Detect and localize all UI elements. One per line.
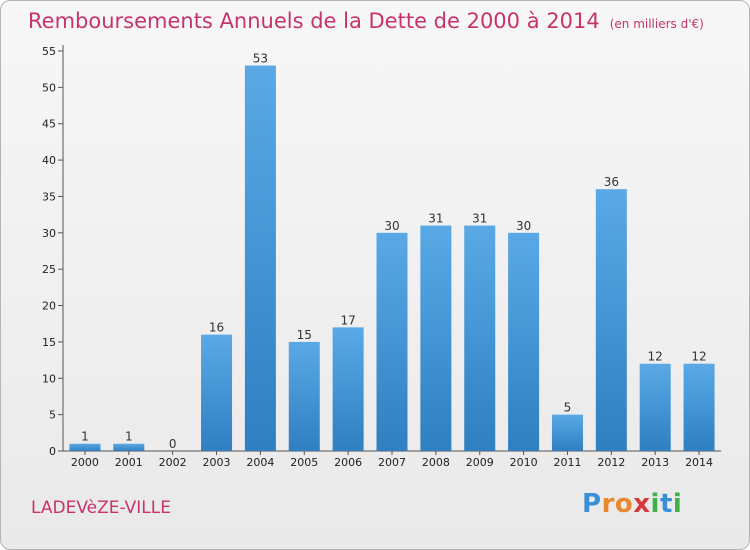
chart-title: Remboursements Annuels de la Dette de 20… bbox=[28, 9, 704, 33]
x-tick-label: 2008 bbox=[422, 456, 450, 469]
y-tick-label: 25 bbox=[42, 263, 56, 276]
y-tick-label: 55 bbox=[42, 45, 56, 58]
logo-letter: x bbox=[633, 489, 651, 519]
bar-2001 bbox=[113, 443, 145, 451]
value-labels: 1 1 0 16 53 15 17 30 31 31 30 5 36 12 12 bbox=[81, 52, 707, 451]
y-tick-label: 0 bbox=[49, 445, 56, 458]
value-label-2005: 15 bbox=[297, 328, 312, 342]
value-label-2001: 1 bbox=[125, 430, 133, 444]
value-label-2003: 16 bbox=[209, 321, 224, 335]
bar-2014 bbox=[683, 363, 715, 451]
bar-2000 bbox=[69, 443, 101, 451]
y-tick-label: 45 bbox=[42, 118, 56, 131]
x-tick-label: 2001 bbox=[115, 456, 143, 469]
proxiti-logo: Proxiti bbox=[582, 489, 682, 519]
bar-2005 bbox=[288, 341, 320, 451]
y-tick-label: 15 bbox=[42, 336, 56, 349]
value-label-2009: 31 bbox=[472, 212, 487, 226]
value-label-2012: 36 bbox=[604, 175, 619, 189]
y-tick-label: 5 bbox=[49, 409, 56, 422]
value-label-2010: 30 bbox=[516, 219, 531, 233]
value-label-2004: 53 bbox=[253, 52, 268, 66]
value-label-2008: 31 bbox=[428, 212, 443, 226]
value-label-2014: 12 bbox=[691, 350, 706, 364]
y-tick-label: 40 bbox=[42, 154, 56, 167]
y-tick-label: 35 bbox=[42, 190, 56, 203]
bar-2012 bbox=[595, 189, 627, 451]
logo-letter: o bbox=[614, 489, 634, 519]
x-tick-label: 2012 bbox=[597, 456, 625, 469]
value-label-2006: 17 bbox=[340, 313, 355, 327]
bar-2011 bbox=[551, 414, 583, 451]
x-tick-label: 2007 bbox=[378, 456, 406, 469]
x-tick-label: 2004 bbox=[246, 456, 274, 469]
value-label-2007: 30 bbox=[384, 219, 399, 233]
x-tick-label: 2013 bbox=[641, 456, 669, 469]
y-tick-label: 10 bbox=[42, 372, 56, 385]
logo-letter: r bbox=[601, 489, 615, 519]
value-label-2013: 12 bbox=[648, 350, 663, 364]
x-tick-label: 2000 bbox=[71, 456, 99, 469]
x-tick-label: 2006 bbox=[334, 456, 362, 469]
bar-2009 bbox=[464, 225, 496, 451]
value-label-2002: 0 bbox=[169, 437, 177, 451]
x-tick-label: 2011 bbox=[553, 456, 581, 469]
x-tick-label: 2005 bbox=[290, 456, 318, 469]
logo-letter: P bbox=[582, 489, 602, 519]
bar-2008 bbox=[420, 225, 452, 451]
x-tick-label: 2014 bbox=[685, 456, 713, 469]
y-tick-label: 50 bbox=[42, 81, 56, 94]
bars bbox=[69, 65, 715, 451]
logo-letter: i bbox=[672, 489, 683, 519]
commune-name: LADEVèZE-VILLE bbox=[31, 498, 171, 518]
x-tick-label: 2009 bbox=[466, 456, 494, 469]
logo-letter: t bbox=[659, 489, 673, 519]
x-tick-label: 2002 bbox=[159, 456, 187, 469]
bar-2013 bbox=[639, 363, 671, 451]
chart-title-text: Remboursements Annuels de la Dette de 20… bbox=[28, 9, 600, 33]
bar-2007 bbox=[376, 232, 408, 451]
x-tick-label: 2003 bbox=[203, 456, 231, 469]
bar-2006 bbox=[332, 327, 364, 451]
bar-2003 bbox=[201, 334, 233, 451]
bar-2010 bbox=[508, 232, 540, 451]
value-label-2000: 1 bbox=[81, 430, 89, 444]
logo-letter: i bbox=[650, 489, 660, 519]
y-tick-label: 30 bbox=[42, 227, 56, 240]
x-tick-label: 2010 bbox=[510, 456, 538, 469]
bar-2004 bbox=[244, 65, 276, 451]
chart-unit: (en milliers d'€) bbox=[609, 17, 704, 31]
y-tick-label: 20 bbox=[42, 300, 56, 313]
value-label-2011: 5 bbox=[564, 401, 572, 415]
